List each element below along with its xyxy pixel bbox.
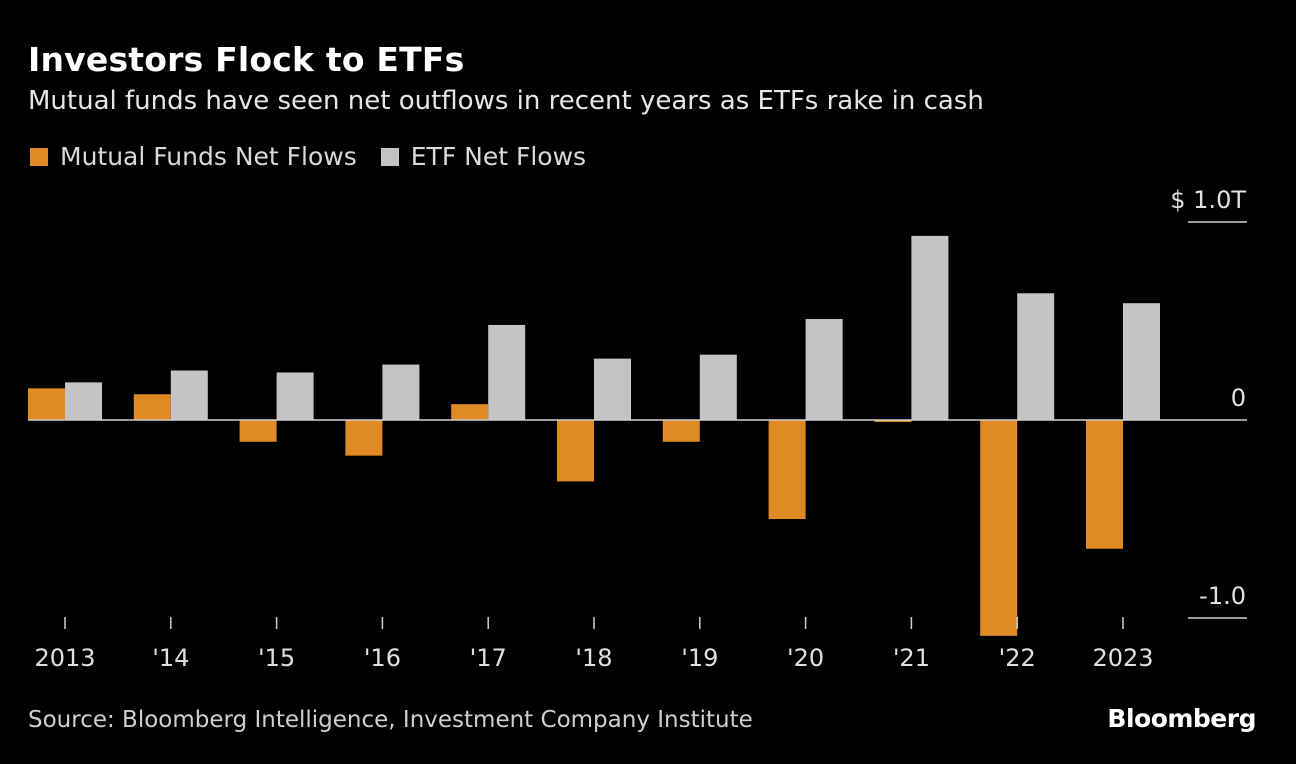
legend-label-mutual-funds: Mutual Funds Net Flows: [60, 142, 357, 171]
legend-item-mutual-funds: Mutual Funds Net Flows: [30, 142, 357, 171]
bloomberg-logo: Bloomberg: [1107, 704, 1256, 733]
bar-mutual-funds-3: [345, 420, 383, 456]
bar-etf-0: [65, 382, 102, 420]
x-tick-label-1: '14: [152, 644, 189, 672]
bar-etf-3: [382, 364, 420, 420]
source-note: Source: Bloomberg Intelligence, Investme…: [28, 707, 753, 733]
y-tick-label-2: -1.0: [1199, 582, 1246, 610]
bar-mutual-funds-5: [557, 420, 594, 482]
legend-label-etf: ETF Net Flows: [410, 142, 587, 171]
bar-etf-7: [805, 319, 843, 420]
legend-swatch-etf: [380, 147, 399, 166]
x-tick-label-7: '20: [787, 644, 824, 672]
bar-mutual-funds-8: [874, 420, 912, 422]
bar-etf-6: [699, 354, 737, 420]
bar-etf-4: [488, 324, 526, 420]
bar-mutual-funds-1: [133, 394, 171, 420]
x-tick-label-6: '19: [681, 644, 718, 672]
x-tick-label-5: '18: [575, 644, 612, 672]
x-tick-label-3: '16: [364, 644, 401, 672]
bar-etf-2: [276, 372, 314, 420]
bar-mutual-funds-10: [1086, 420, 1123, 549]
bar-etf-10: [1123, 303, 1160, 420]
chart-title: Investors Flock to ETFs: [28, 40, 465, 79]
y-tick-label-1: 0: [1231, 384, 1246, 412]
bar-mutual-funds-7: [768, 420, 806, 519]
legend: Mutual Funds Net Flows ETF Net Flows: [30, 142, 610, 171]
x-tick-label-10: 2023: [1092, 644, 1153, 672]
bar-mutual-funds-9: [980, 420, 1018, 636]
x-tick-label-9: '22: [999, 644, 1036, 672]
y-tick-label-0: $ 1.0T: [1170, 186, 1246, 214]
bar-etf-1: [170, 370, 208, 420]
bar-mutual-funds-4: [451, 404, 489, 420]
x-tick-label-2: '15: [258, 644, 295, 672]
bar-etf-8: [911, 235, 949, 420]
bar-etf-5: [594, 358, 631, 420]
bar-mutual-funds-2: [239, 420, 277, 442]
x-tick-label-4: '17: [470, 644, 507, 672]
bar-mutual-funds-6: [662, 420, 700, 442]
bar-mutual-funds-0: [28, 388, 65, 420]
chart-subtitle: Mutual funds have seen net outflows in r…: [28, 86, 984, 116]
legend-item-etf: ETF Net Flows: [380, 142, 587, 171]
legend-swatch-mutual-funds: [30, 147, 48, 166]
x-tick-label-0: 2013: [34, 644, 95, 672]
bar-etf-9: [1017, 293, 1055, 420]
x-tick-label-8: '21: [893, 644, 930, 672]
